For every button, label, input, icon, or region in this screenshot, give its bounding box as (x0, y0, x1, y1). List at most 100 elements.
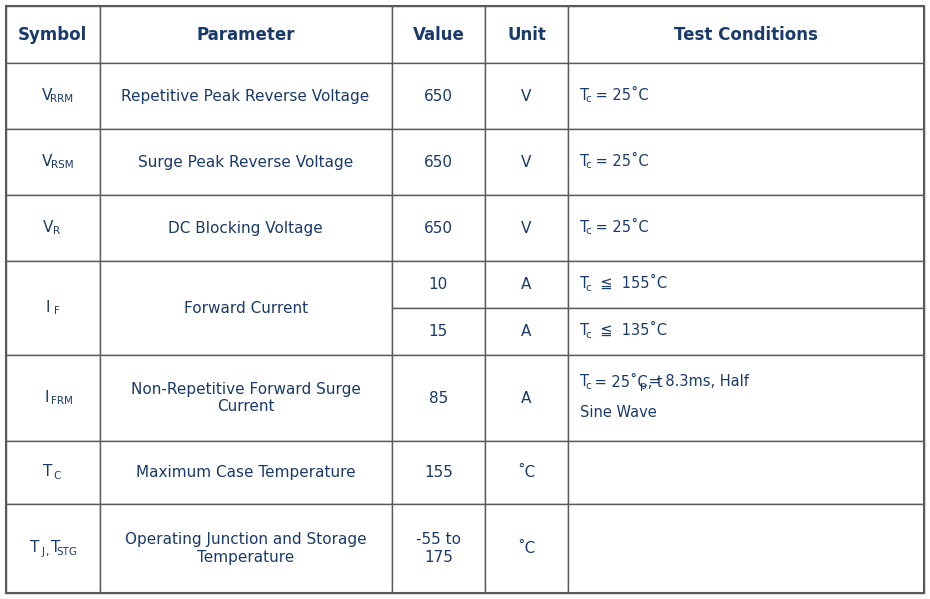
Bar (6, 195, 100, 261)
Text: 85: 85 (429, 391, 448, 406)
Text: A: A (522, 277, 532, 292)
Text: V: V (43, 220, 53, 235)
Bar (100, 261, 392, 355)
Bar (568, 504, 924, 593)
Text: ˚C: ˚C (517, 541, 536, 556)
Text: 650: 650 (424, 220, 453, 235)
Text: c: c (586, 283, 591, 292)
Text: Parameter: Parameter (196, 26, 295, 44)
Bar (6, 129, 100, 195)
Bar (485, 504, 568, 593)
Bar (568, 355, 924, 441)
Text: A: A (522, 391, 532, 406)
Text: T: T (43, 464, 52, 479)
Bar (485, 308, 568, 355)
Text: Forward Current: Forward Current (183, 301, 308, 316)
Text: V: V (42, 88, 52, 103)
Text: T: T (579, 220, 589, 235)
Text: A: A (522, 324, 532, 339)
Text: 650: 650 (424, 155, 453, 170)
Text: V: V (42, 154, 52, 169)
Bar (100, 355, 392, 441)
Bar (568, 63, 924, 129)
Text: V: V (522, 89, 532, 104)
Text: I: I (46, 300, 50, 314)
Bar (568, 6, 924, 63)
Bar (6, 261, 100, 355)
Text: T: T (579, 154, 589, 169)
Text: = 25˚C: = 25˚C (591, 220, 648, 235)
Bar (485, 195, 568, 261)
Bar (6, 355, 100, 441)
Text: T: T (30, 540, 39, 555)
Text: Non-Repetitive Forward Surge
Current: Non-Repetitive Forward Surge Current (130, 382, 361, 415)
Text: Operating Junction and Storage
Temperature: Operating Junction and Storage Temperatu… (125, 533, 366, 565)
Text: = 25˚C: = 25˚C (591, 88, 648, 103)
Text: FRM: FRM (51, 396, 73, 406)
Bar (485, 355, 568, 441)
Text: T: T (579, 374, 589, 389)
Text: c: c (586, 160, 591, 170)
Text: ,: , (46, 546, 48, 556)
Text: T: T (579, 88, 589, 103)
Text: I: I (45, 389, 49, 404)
Bar (485, 441, 568, 504)
Text: F: F (54, 306, 60, 316)
Text: p: p (640, 380, 646, 391)
Bar (392, 6, 485, 63)
Bar (568, 261, 924, 308)
Bar (392, 504, 485, 593)
Bar (100, 195, 392, 261)
Bar (392, 261, 485, 308)
Bar (485, 261, 568, 308)
Bar (568, 308, 924, 355)
Text: T: T (579, 276, 589, 291)
Text: ≦  135˚C: ≦ 135˚C (591, 323, 667, 338)
Bar (6, 504, 100, 593)
Text: -55 to
175: -55 to 175 (416, 533, 461, 565)
Text: V: V (522, 155, 532, 170)
Text: = 25˚C, t: = 25˚C, t (590, 374, 662, 389)
Bar (392, 63, 485, 129)
Bar (392, 441, 485, 504)
Text: Symbol: Symbol (19, 26, 87, 44)
Text: 650: 650 (424, 89, 453, 104)
Bar (392, 129, 485, 195)
Text: Sine Wave: Sine Wave (579, 405, 657, 420)
Bar (100, 441, 392, 504)
Bar (568, 129, 924, 195)
Text: ≦  155˚C: ≦ 155˚C (591, 276, 667, 291)
Text: Unit: Unit (507, 26, 546, 44)
Text: J: J (41, 546, 45, 556)
Text: 10: 10 (429, 277, 448, 292)
Text: c: c (586, 380, 591, 391)
Text: R: R (53, 226, 60, 236)
Text: V: V (522, 220, 532, 235)
Text: c: c (586, 329, 591, 340)
Bar (100, 504, 392, 593)
Text: 155: 155 (424, 465, 453, 480)
Bar (100, 63, 392, 129)
Text: T: T (579, 323, 589, 338)
Text: c: c (586, 94, 591, 104)
Bar (485, 6, 568, 63)
Text: RSM: RSM (50, 160, 73, 170)
Bar (392, 195, 485, 261)
Text: C: C (53, 471, 60, 480)
Bar (392, 355, 485, 441)
Text: Value: Value (412, 26, 464, 44)
Bar (100, 129, 392, 195)
Text: Repetitive Peak Reverse Voltage: Repetitive Peak Reverse Voltage (122, 89, 370, 104)
Text: ˚C: ˚C (517, 465, 536, 480)
Text: 15: 15 (429, 324, 448, 339)
Bar (100, 6, 392, 63)
Bar (568, 195, 924, 261)
Text: Test Conditions: Test Conditions (674, 26, 817, 44)
Text: RRM: RRM (50, 94, 73, 104)
Bar (6, 6, 100, 63)
Bar (568, 441, 924, 504)
Bar (485, 63, 568, 129)
Bar (485, 129, 568, 195)
Text: DC Blocking Voltage: DC Blocking Voltage (168, 220, 323, 235)
Text: STG: STG (57, 546, 77, 556)
